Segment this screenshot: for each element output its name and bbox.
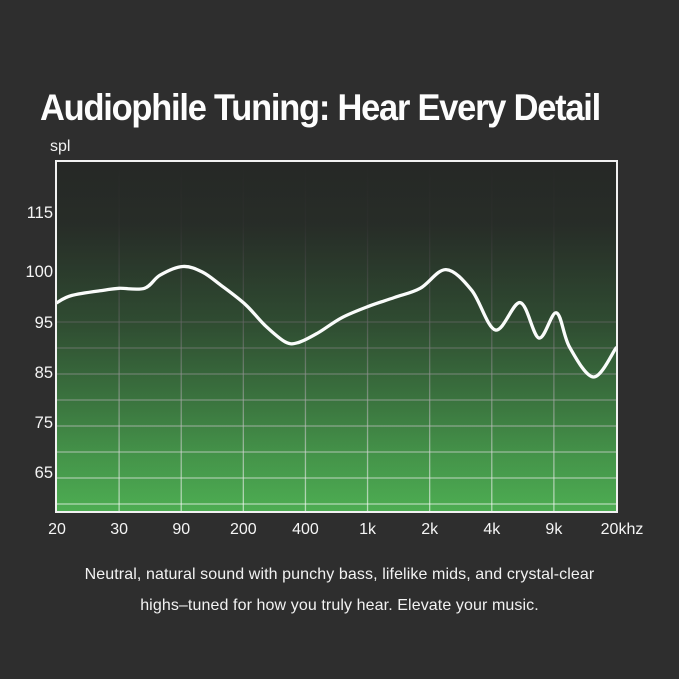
x-axis-label-20: 20 — [48, 521, 66, 538]
y-axis-label-95: 95 — [34, 314, 53, 332]
chart-dark-fade-overlay — [57, 162, 616, 511]
y-axis-unit-label: spl — [50, 138, 71, 155]
frequency-response-chart — [55, 160, 618, 513]
description-line-1: Neutral, natural sound with punchy bass,… — [84, 566, 595, 583]
y-axis-label-85: 85 — [34, 364, 53, 382]
x-axis-label-9k: 9k — [545, 521, 563, 538]
chart-plot-area — [57, 162, 616, 511]
y-axis-label-65: 65 — [34, 464, 53, 482]
x-axis-label-20khz: 20khz — [600, 521, 644, 538]
x-axis-label-1k: 1k — [359, 521, 376, 538]
frequency-response-curve — [57, 264, 616, 379]
x-axis-label-200: 200 — [229, 521, 257, 538]
y-axis-label-75: 75 — [34, 414, 53, 432]
y-axis-label-100: 100 — [25, 263, 53, 281]
x-axis-label-90: 90 — [172, 521, 191, 538]
y-axis-label-115: 115 — [26, 204, 53, 222]
x-axis-label-2k: 2k — [421, 521, 439, 538]
description-line-2: highs–tuned for how you truly hear. Elev… — [140, 597, 539, 614]
x-axis-label-4k: 4k — [483, 521, 501, 538]
x-axis-label-30: 30 — [110, 521, 129, 538]
page-title: Audiophile Tuning: Hear Every Detail — [40, 87, 601, 128]
x-axis-label-400: 400 — [292, 521, 319, 538]
